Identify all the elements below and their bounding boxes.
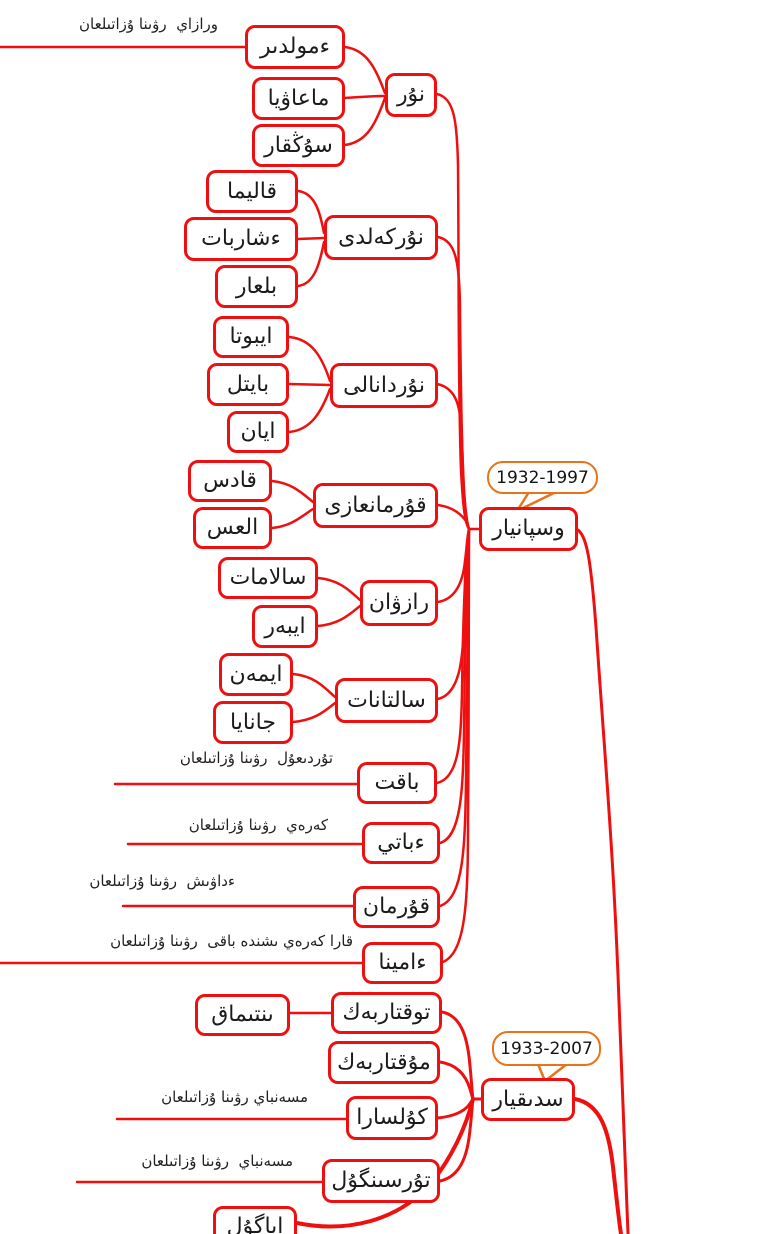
node-moldir[interactable]: ءمولدىر	[245, 25, 345, 69]
node-qurmangazy[interactable]: قۇرمانعازى	[313, 483, 438, 528]
node-aybota[interactable]: ايبوتا	[213, 316, 289, 358]
note-tursyngul: مسەنباي رۋىنا ۇزاتىلعان	[141, 1152, 293, 1170]
node-qurman[interactable]: قۇرمان	[353, 886, 440, 928]
node-muqtarbek[interactable]: مۇقتاربەك	[328, 1041, 440, 1084]
node-aymen[interactable]: ايمەن	[219, 653, 293, 696]
note-amina: قارا كەرەي ىشنده باقى رۋىنا ۇزاتىلعان	[110, 932, 353, 950]
note-baqyt: تۇردىعۇل رۋىنا ۇزاتىلعان	[179, 749, 333, 767]
node-toqtarbek[interactable]: توقتاربەك	[331, 992, 442, 1034]
node-abagul[interactable]: اباگۇل	[213, 1206, 297, 1234]
node-janaya[interactable]: جانايا	[213, 701, 293, 744]
node-sydyqiyar[interactable]: سدىقيار	[481, 1078, 575, 1121]
node-sunqar[interactable]: سۇڭقار	[252, 124, 345, 167]
dates-bubble-ospaniyar: 1932-1997	[487, 461, 598, 494]
note-bati: كەرەي رۋىنا ۇزاتىلعان	[188, 816, 328, 834]
note-kulsara: مسەنباي رۋىنا ۇزاتىلعان	[161, 1088, 308, 1106]
node-bati[interactable]: ءباتي	[362, 822, 440, 864]
node-kulsara[interactable]: كۇلسارا	[346, 1096, 438, 1140]
note-qurman: ءداۋىش رۋىنا ۇزاتىلعان	[89, 872, 235, 890]
node-tursyngul[interactable]: تۇرسىنگۇل	[322, 1159, 440, 1203]
node-bilgar[interactable]: بلعار	[215, 265, 298, 308]
node-baytel[interactable]: بايتل	[207, 363, 289, 406]
node-nurkeldy[interactable]: نۇركەلدى	[324, 215, 438, 260]
node-ospaniyar[interactable]: وسپانيار	[479, 507, 578, 551]
node-algas[interactable]: العس	[193, 507, 272, 549]
node-sharbat[interactable]: ءشاربات	[184, 217, 298, 261]
node-magawiya[interactable]: ماعاۋيا	[252, 77, 345, 120]
node-baqyt[interactable]: باقت	[357, 762, 437, 804]
node-qalima[interactable]: قاليما	[206, 170, 298, 213]
node-razuan[interactable]: رازۋان	[360, 580, 438, 626]
node-ayan[interactable]: ايان	[227, 411, 289, 453]
node-nurdanaly[interactable]: نۇردانالى	[330, 363, 438, 408]
node-nur[interactable]: نۇر	[385, 73, 437, 117]
node-saltanat[interactable]: سالتانات	[335, 678, 438, 723]
node-qadis[interactable]: قادس	[188, 460, 272, 502]
dates-bubble-sydyqiyar: 1933-2007	[492, 1031, 601, 1066]
node-yntymaq[interactable]: ىنتىماق	[195, 994, 290, 1036]
node-ayber[interactable]: ايبەر	[252, 605, 318, 648]
node-amina[interactable]: ءامينا	[362, 942, 443, 984]
note-moldir: ورازاي رۋىنا ۇزاتىلعان	[78, 15, 218, 33]
node-salamat[interactable]: سالامات	[218, 557, 318, 599]
